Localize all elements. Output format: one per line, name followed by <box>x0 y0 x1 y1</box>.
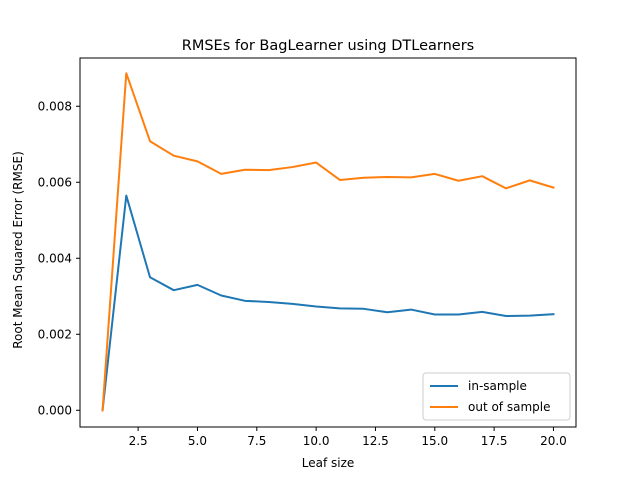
x-tick-label: 17.5 <box>481 434 508 448</box>
legend-box <box>422 372 571 421</box>
series-line-1 <box>101 72 555 412</box>
legend: in-sample out of sample <box>422 372 571 421</box>
x-tick-label: 15.0 <box>421 434 448 448</box>
y-tick-label: 0.008 <box>38 99 72 113</box>
x-tick-label: 5.0 <box>188 434 207 448</box>
y-tick-label: 0.004 <box>38 251 72 265</box>
y-tick-label: 0.000 <box>38 403 72 417</box>
x-tick-label: 12.5 <box>362 434 389 448</box>
legend-label-1: out of sample <box>468 400 550 414</box>
x-axis-label: Leaf size <box>302 456 355 470</box>
legend-label-0: in-sample <box>468 379 527 393</box>
y-tick-label: 0.006 <box>38 175 72 189</box>
x-tick-label: 2.5 <box>129 434 148 448</box>
x-tick-label: 10.0 <box>303 434 330 448</box>
axes-frame <box>79 57 577 428</box>
x-tick-label: 20.0 <box>540 434 567 448</box>
series-line-0 <box>101 194 555 412</box>
x-axis: 2.5 5.0 7.5 10.0 12.5 15.0 17.5 20.0 <box>129 427 567 448</box>
chart-title: RMSEs for BagLearner using DTLearners <box>182 38 474 54</box>
y-tick-label: 0.002 <box>38 327 72 341</box>
axes-background <box>80 58 576 427</box>
x-tick-label: 7.5 <box>247 434 266 448</box>
plot-area <box>79 57 577 428</box>
y-axis: 0.000 0.002 0.004 0.006 0.008 <box>38 99 80 417</box>
y-axis-label: Root Mean Squared Error (RMSE) <box>11 151 25 349</box>
